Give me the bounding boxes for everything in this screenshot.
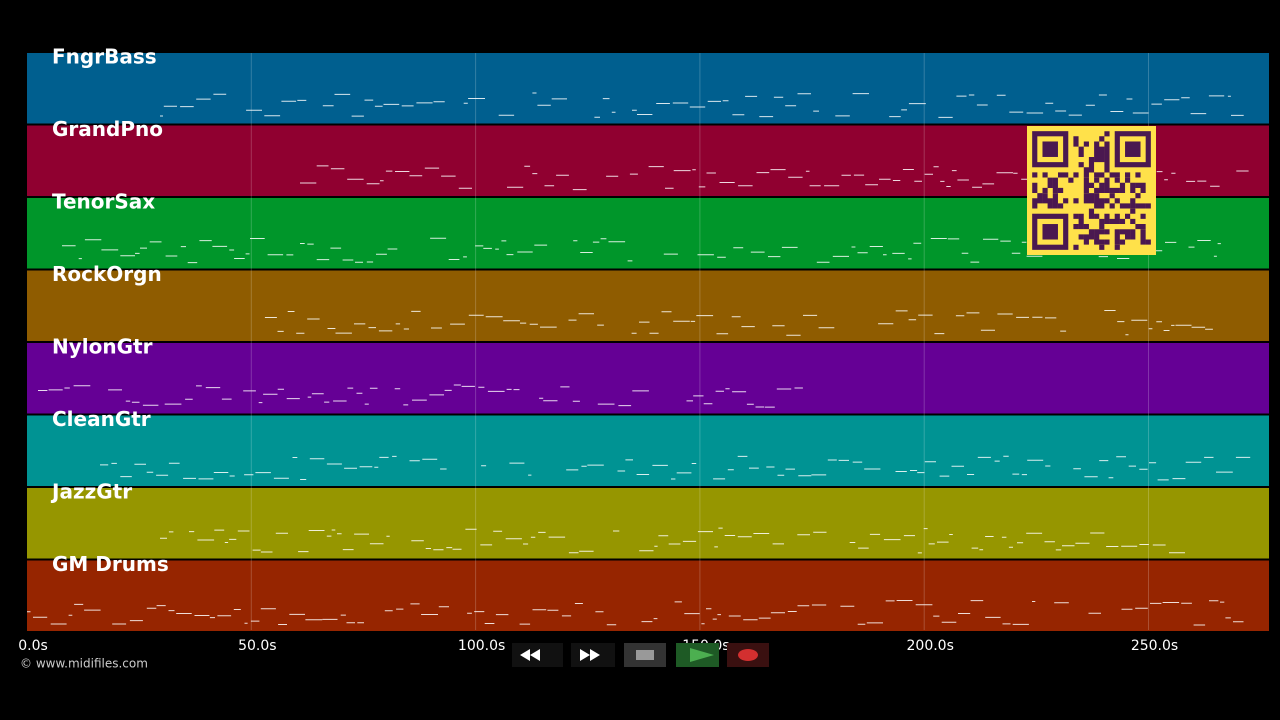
rewind-icon [520,649,540,661]
track-lane [27,53,1269,124]
track-name: TenorSax [52,190,155,214]
tick-label: 0.0s [18,638,48,654]
note-trace [38,384,803,408]
note-trace [160,527,1185,554]
track-lane [27,343,1269,414]
copyright: © www.midifiles.com [20,657,148,671]
note-trace [27,600,1244,626]
tick-label: 50.0s [238,638,276,654]
track-lane [27,488,1269,559]
tick-label: 100.0s [458,638,505,654]
note-trace [264,310,1213,336]
qr-code [1027,126,1156,255]
track-labels: FngrBass GrandPno TenorSax RockOrgn NylonGtr… [50,45,169,577]
track-name: NylonGtr [52,335,153,359]
tick-label: 250.0s [1131,638,1178,654]
track-lane [27,270,1269,341]
qr-modules [1032,131,1151,250]
play-icon [690,648,714,662]
qr-finder [1042,141,1058,157]
qr-finder [1125,141,1141,157]
track-name: JazzGtr [50,480,132,504]
track-name: GM Drums [52,552,169,576]
record-icon [738,649,758,661]
qr-finder [1042,224,1058,240]
track-name: GrandPno [52,117,163,141]
tick-label: 200.0s [907,638,954,654]
track-name: RockOrgn [52,262,162,286]
stop-icon [636,650,654,660]
note-trace [160,92,1244,118]
transport-controls [512,643,769,667]
track-lane [27,560,1269,631]
forward-icon [580,649,600,661]
track-name: FngrBass [52,45,157,69]
track-name: CleanGtr [52,407,151,431]
track-lane [27,415,1269,486]
note-trace [100,455,1251,481]
